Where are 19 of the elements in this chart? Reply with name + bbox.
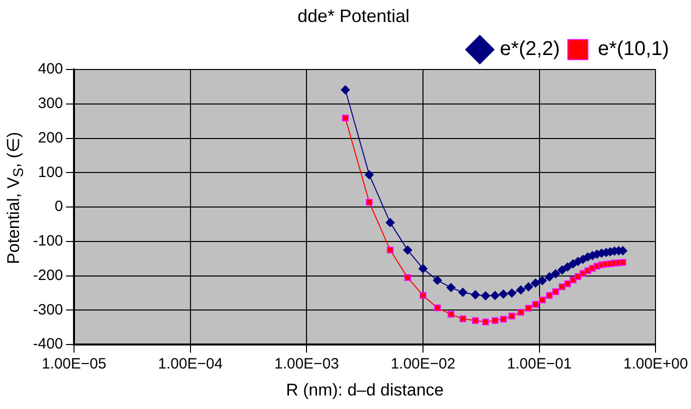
x-tick-label: 1.00E−05 (42, 356, 106, 373)
x-tick-label: 1.00E+00 (623, 356, 688, 373)
x-tick-label: 1.00E−03 (274, 356, 340, 373)
y-tick-label: -400 (32, 336, 64, 353)
y-tick-label: 100 (38, 164, 64, 181)
y-tick-label: 0 (54, 198, 64, 216)
legend-label: e*(10,1) (598, 38, 670, 60)
legend-label: e*(2,2) (500, 38, 560, 60)
x-axis-title: R (nm): d–d distance (286, 380, 444, 400)
chart-title: dde* Potential (297, 6, 410, 26)
y-tick-label: 400 (38, 60, 64, 78)
y-tick-label: 300 (38, 95, 64, 112)
x-tick-label: 1.00E−02 (390, 356, 456, 373)
y-tick-label: -100 (32, 232, 64, 250)
y-tick-label: -300 (32, 301, 64, 318)
x-tick-label: 1.00E−04 (158, 356, 223, 373)
x-tick-label: 1.00E−01 (507, 356, 572, 373)
y-tick-label: 200 (38, 129, 64, 146)
y-tick-label: -200 (32, 266, 64, 284)
